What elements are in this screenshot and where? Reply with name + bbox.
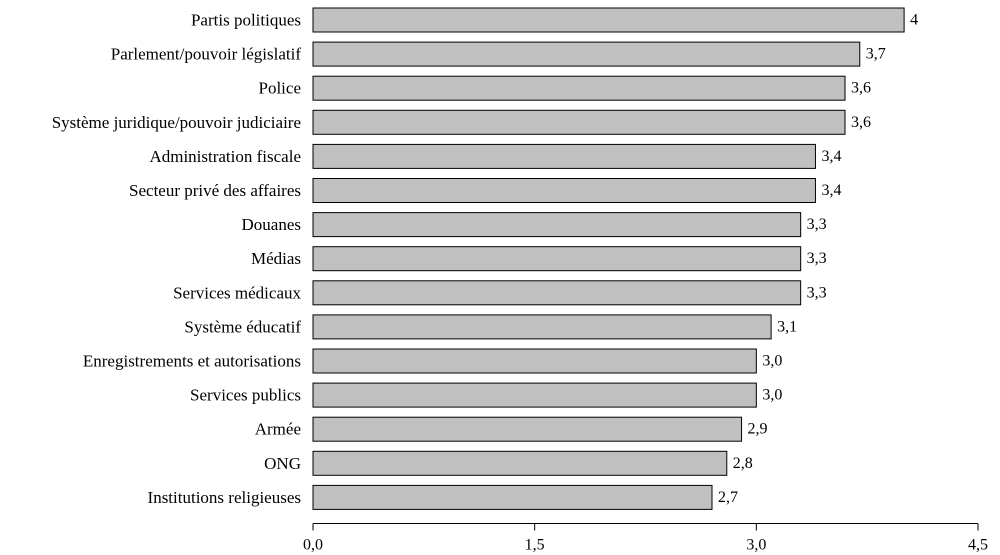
category-label: Parlement/pouvoir législatif [111,45,302,64]
x-axis-ticks-group: 0,0 1,5 3,0 4,5 [303,523,988,554]
value-label: 2,7 [718,489,738,506]
bar [312,109,846,135]
bar [312,348,757,374]
category-label: Médias [251,249,301,268]
value-label: 3,3 [807,250,827,267]
value-label: 3,6 [851,80,871,97]
bar [312,280,802,306]
bar [312,7,905,33]
x-tick-label: 1,5 [525,537,545,554]
category-label: Douanes [242,215,301,234]
category-label: Système éducatif [184,317,301,336]
category-label: Armée [255,420,301,439]
bar [312,314,772,340]
bar [312,382,757,408]
bar [312,41,861,67]
bar [312,75,846,101]
value-label: 3,4 [821,148,841,165]
bar [312,484,713,510]
category-label: ONG [264,454,301,473]
value-label: 3,1 [777,318,797,335]
bar [312,143,816,169]
bar [312,450,728,476]
category-label: Police [259,79,302,98]
category-label: Secteur privé des affaires [129,181,301,200]
value-label: 3,6 [851,114,871,131]
bar [312,416,743,442]
x-tick-label: 0,0 [303,537,323,554]
bar [312,246,802,272]
value-label: 2,8 [733,455,753,472]
bar [312,212,802,238]
category-labels-group: Partis politiques Parlement/pouvoir légis… [52,11,302,507]
category-label: Administration fiscale [149,147,301,166]
value-label: 4 [910,12,918,29]
category-label: Enregistrements et autorisations [83,352,301,371]
value-label: 3,3 [807,216,827,233]
x-tick-label: 3,0 [746,537,766,554]
value-label: 3,7 [866,46,886,63]
value-label: 3,0 [762,387,782,404]
bar [312,178,816,203]
x-tick-label: 4,5 [968,537,988,554]
category-label: Services publics [190,386,301,405]
category-label: Services médicaux [173,283,301,302]
value-label: 2,9 [748,421,768,438]
value-label: 3,0 [762,353,782,370]
category-label: Institutions religieuses [148,488,301,507]
value-labels-group: 4 3,7 3,6 3,6 3,4 3,4 3,3 3,3 3,3 3,1 3,0 3,0 2,9 2,8… [718,12,918,506]
value-label: 3,3 [807,284,827,301]
category-label: Système juridique/pouvoir judiciaire [52,113,301,132]
category-label: Partis politiques [191,11,301,30]
bars-group [312,7,905,510]
value-label: 3,4 [821,182,841,199]
